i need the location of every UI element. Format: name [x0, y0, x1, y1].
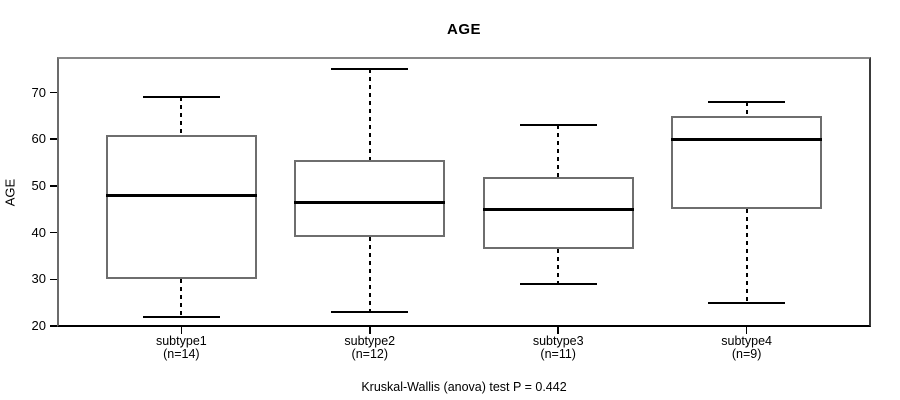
upper-whisker-cap	[331, 68, 409, 71]
y-axis-tick-label: 60	[31, 131, 46, 147]
y-axis-tick-label: 70	[31, 84, 46, 100]
upper-whisker-cap	[708, 100, 786, 103]
group-count-label: (n=12)	[351, 347, 389, 361]
median-line	[482, 207, 634, 211]
lower-whisker-line	[557, 248, 560, 285]
median-line	[105, 193, 257, 197]
x-axis-tick	[745, 327, 748, 334]
y-axis-tick-label: 50	[31, 177, 46, 193]
x-axis-group-label: subtype3 (n=11)	[478, 335, 638, 361]
x-axis-tick	[369, 327, 371, 334]
group-count-label: (n=11)	[540, 347, 576, 361]
iqr-box	[105, 134, 257, 280]
upper-whisker-line	[557, 125, 560, 177]
y-axis-tick	[50, 91, 57, 94]
x-axis-tick	[557, 327, 559, 334]
lower-whisker-cap	[708, 301, 786, 304]
group-name-label: subtype4	[721, 334, 772, 348]
lower-whisker-cap	[331, 311, 409, 314]
y-axis-tick	[50, 231, 57, 234]
lower-whisker-line	[368, 237, 371, 313]
upper-whisker-line	[745, 101, 748, 116]
x-axis-group-label: subtype4 (n=9)	[667, 335, 827, 361]
upper-whisker-cap	[142, 96, 220, 99]
chart-title: AGE	[446, 21, 481, 38]
x-axis-group-label: subtype2 (n=12)	[290, 335, 450, 361]
median-line	[294, 200, 446, 204]
iqr-box	[294, 160, 446, 238]
y-axis-tick	[50, 185, 57, 187]
iqr-box	[482, 176, 634, 249]
group-name-label: subtype2	[344, 334, 396, 348]
x-axis-tick	[180, 327, 183, 334]
group-name-label: subtype3	[532, 334, 584, 348]
lower-whisker-cap	[142, 315, 220, 318]
y-axis-tick-label: 20	[31, 318, 46, 334]
stat-annotation: Kruskal-Wallis (anova) test P = 0.442	[361, 380, 567, 394]
lower-whisker-line	[745, 209, 748, 303]
iqr-box	[671, 115, 823, 210]
lower-whisker-line	[180, 279, 183, 317]
x-axis-group-label: subtype1 (n=14)	[101, 335, 261, 361]
upper-whisker-line	[180, 97, 183, 135]
group-count-label: (n=14)	[163, 347, 200, 361]
upper-whisker-cap	[519, 124, 597, 127]
y-axis-tick-label: 40	[31, 224, 46, 240]
group-count-label: (n=9)	[731, 347, 762, 361]
lower-whisker-cap	[519, 283, 597, 286]
y-axis-tick-label: 30	[31, 271, 46, 287]
y-axis-tick	[50, 138, 57, 140]
upper-whisker-line	[368, 69, 371, 161]
y-axis-tick	[50, 325, 57, 327]
median-line	[671, 137, 823, 141]
y-axis-tick	[50, 278, 57, 281]
group-name-label: subtype1	[155, 334, 207, 348]
